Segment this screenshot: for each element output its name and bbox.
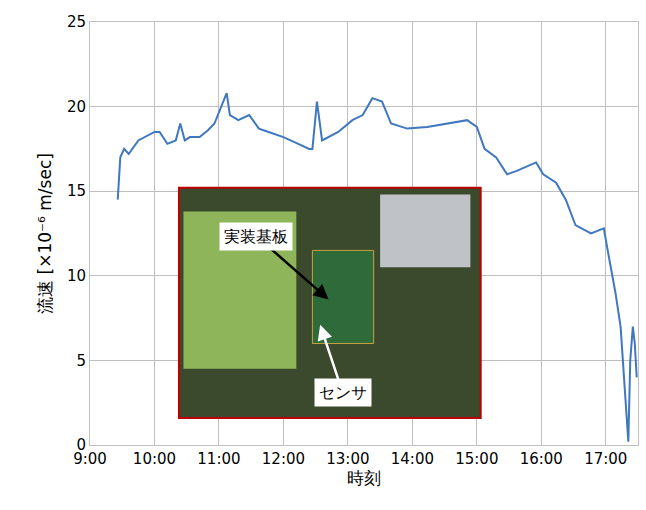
svg-text:13:00: 13:00 bbox=[326, 450, 369, 468]
svg-text:20: 20 bbox=[67, 98, 86, 116]
svg-text:12:00: 12:00 bbox=[262, 450, 305, 468]
svg-text:5: 5 bbox=[76, 352, 86, 370]
svg-text:0: 0 bbox=[76, 436, 86, 454]
svg-text:10:00: 10:00 bbox=[133, 450, 176, 468]
svg-text:9:00: 9:00 bbox=[73, 450, 107, 468]
svg-text:17:00: 17:00 bbox=[584, 450, 627, 468]
svg-text:流速 [×10⁻⁶ m/sec]: 流速 [×10⁻⁶ m/sec] bbox=[35, 153, 55, 314]
svg-text:15:00: 15:00 bbox=[455, 450, 498, 468]
svg-text:時刻: 時刻 bbox=[347, 468, 381, 488]
svg-text:実装基板: 実装基板 bbox=[224, 227, 288, 246]
svg-text:16:00: 16:00 bbox=[520, 450, 563, 468]
svg-text:14:00: 14:00 bbox=[391, 450, 434, 468]
svg-text:15: 15 bbox=[67, 182, 86, 200]
svg-text:25: 25 bbox=[67, 13, 86, 31]
svg-text:11:00: 11:00 bbox=[197, 450, 240, 468]
svg-text:センサ: センサ bbox=[319, 383, 367, 402]
svg-text:10: 10 bbox=[67, 267, 86, 285]
